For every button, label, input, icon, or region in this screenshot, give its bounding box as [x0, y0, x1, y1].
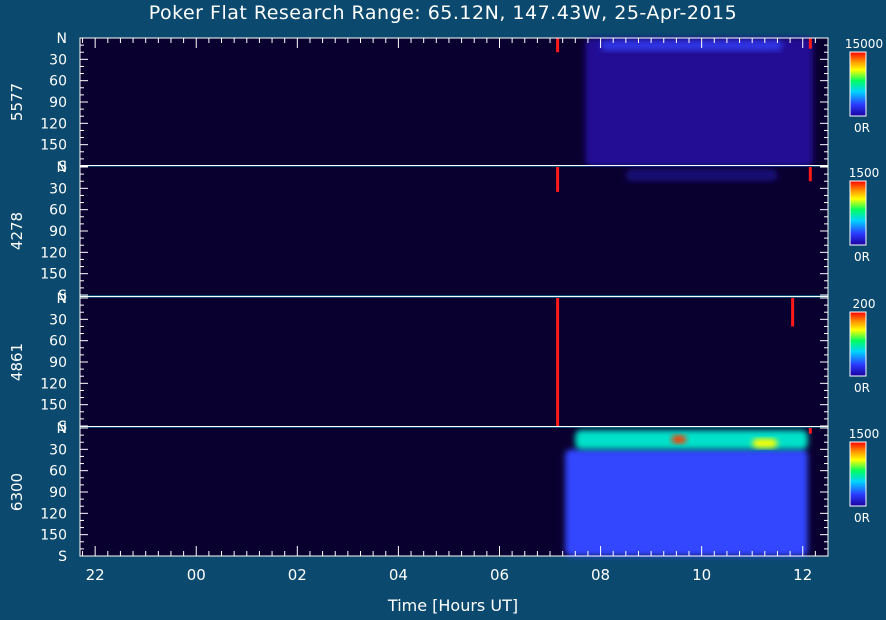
x-tick-label: 10: [692, 566, 711, 584]
x-tick-label: 06: [490, 566, 509, 584]
y-tick-label: 150: [40, 398, 67, 414]
emission-region: [752, 438, 778, 448]
y-tick-label: S: [58, 159, 67, 175]
y-tick-label: 90: [49, 95, 67, 111]
y-tick-label: S: [58, 549, 67, 565]
chart-title: Poker Flat Research Range: 65.12N, 147.4…: [148, 2, 738, 24]
colorbar: [849, 180, 867, 246]
colorbar-max-label: 15000: [845, 37, 883, 51]
y-tick-label: N: [57, 291, 67, 307]
y-tick-label: 120: [40, 116, 67, 132]
wavelength-label: 4278: [8, 212, 26, 250]
colorbar-max-label: 1500: [849, 427, 880, 441]
x-axis-label: Time [Hours UT]: [387, 596, 519, 615]
y-tick-label: 30: [49, 442, 67, 458]
y-tick-label: 60: [49, 74, 67, 90]
y-tick-label: 90: [49, 224, 67, 240]
emission-region: [671, 435, 687, 444]
y-tick-label: 120: [40, 245, 67, 261]
y-tick-label: 30: [49, 181, 67, 197]
colorbar-min-label: 0R: [854, 121, 870, 135]
y-tick-label: 60: [49, 334, 67, 350]
y-tick-label: 150: [40, 138, 67, 154]
wavelength-label: 6300: [8, 473, 26, 511]
colorbar: [849, 441, 867, 507]
y-tick-label: 120: [40, 376, 67, 392]
emission-region: [565, 449, 808, 556]
x-tick-label: 22: [86, 566, 105, 584]
x-tick-label: 04: [389, 566, 408, 584]
colorbar-min-label: 0R: [854, 511, 870, 525]
y-tick-label: 30: [49, 312, 67, 328]
x-tick-label: 12: [793, 566, 812, 584]
panel-background: [80, 298, 828, 426]
emission-region: [575, 430, 808, 450]
plot-frame: [79, 37, 829, 557]
x-tick-label: 00: [187, 566, 206, 584]
colorbar-min-label: 0R: [854, 381, 870, 395]
wavelength-label: 5577: [8, 83, 26, 121]
y-tick-label: S: [58, 419, 67, 435]
colorbar-max-label: 1500: [849, 166, 880, 180]
y-tick-label: N: [57, 160, 67, 176]
y-tick-label: 150: [40, 528, 67, 544]
colorbar: [849, 311, 867, 377]
x-tick-label: 08: [591, 566, 610, 584]
y-tick-label: 60: [49, 464, 67, 480]
colorbar: [849, 51, 867, 117]
colorbar-min-label: 0R: [854, 250, 870, 264]
y-tick-label: 150: [40, 267, 67, 283]
y-tick-label: 90: [49, 355, 67, 371]
y-tick-label: N: [57, 421, 67, 437]
wavelength-label: 4861: [8, 343, 26, 381]
emission-region: [625, 169, 778, 182]
emission-region: [600, 40, 783, 51]
y-tick-label: 90: [49, 485, 67, 501]
y-tick-label: S: [58, 288, 67, 304]
colorbar-max-label: 200: [853, 297, 876, 311]
y-tick-label: N: [57, 31, 67, 47]
emission-region: [585, 38, 813, 166]
y-tick-label: 30: [49, 52, 67, 68]
x-tick-label: 02: [288, 566, 307, 584]
y-tick-label: 60: [49, 203, 67, 219]
panel-background: [80, 167, 828, 295]
y-tick-label: 120: [40, 506, 67, 522]
